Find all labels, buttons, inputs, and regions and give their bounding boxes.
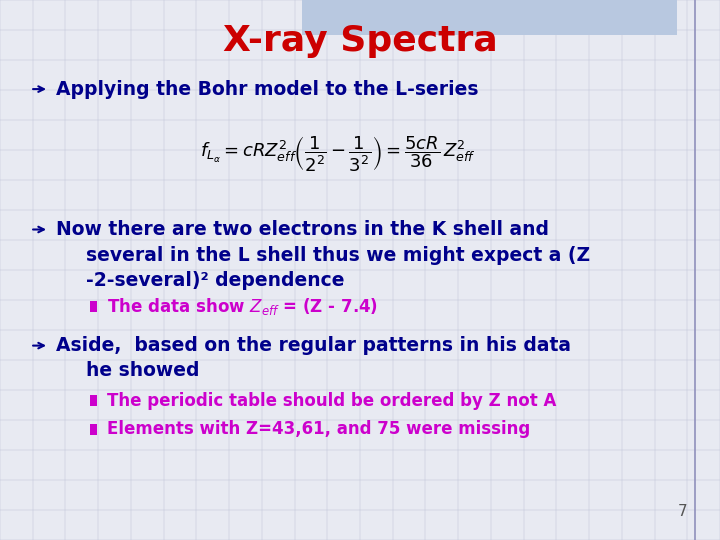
Text: -2-several)² dependence: -2-several)² dependence: [86, 271, 345, 291]
Text: Applying the Bohr model to the L-series: Applying the Bohr model to the L-series: [56, 79, 479, 99]
Text: $f_{L_\alpha} = cRZ^2_{eff}\left(\dfrac{1}{2^2} - \dfrac{1}{3^2}\right) = \dfrac: $f_{L_\alpha} = cRZ^2_{eff}\left(\dfrac{…: [200, 134, 477, 173]
Bar: [90, 424, 97, 435]
Text: X-ray Spectra: X-ray Spectra: [222, 24, 498, 58]
Text: The periodic table should be ordered by Z not A: The periodic table should be ordered by …: [107, 392, 556, 410]
Text: he showed: he showed: [86, 361, 200, 381]
Text: Aside,  based on the regular patterns in his data: Aside, based on the regular patterns in …: [56, 336, 571, 355]
Text: Elements with Z=43,61, and 75 were missing: Elements with Z=43,61, and 75 were missi…: [107, 420, 530, 438]
Text: 7: 7: [678, 504, 688, 519]
FancyBboxPatch shape: [302, 0, 677, 35]
Bar: [90, 395, 97, 406]
Text: The data show $Z_{eff}$ = (Z - 7.4): The data show $Z_{eff}$ = (Z - 7.4): [107, 296, 377, 317]
Bar: [90, 301, 97, 312]
Text: several in the L shell thus we might expect a (Z: several in the L shell thus we might exp…: [86, 246, 590, 265]
Text: Now there are two electrons in the K shell and: Now there are two electrons in the K she…: [56, 220, 549, 239]
